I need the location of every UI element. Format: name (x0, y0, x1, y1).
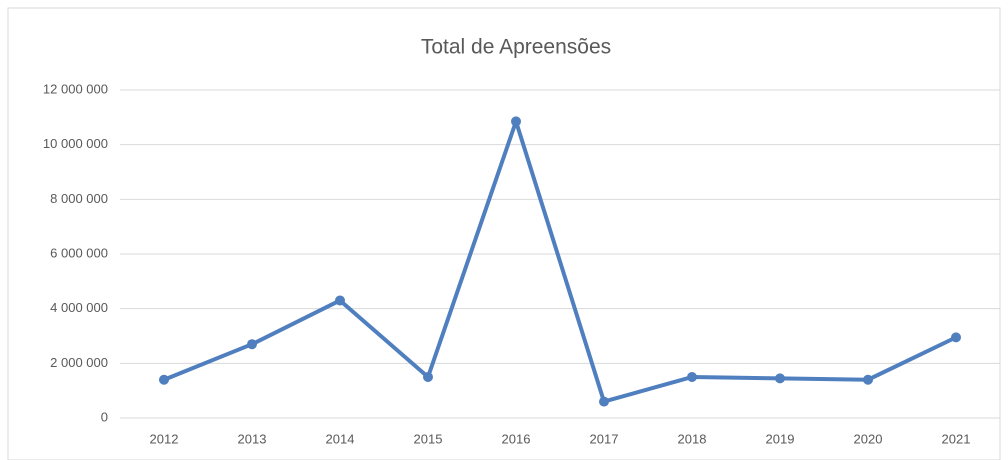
x-tick-label: 2014 (326, 431, 355, 446)
series-line (163, 119, 957, 404)
x-tick-label: 2018 (678, 431, 707, 446)
x-tick-label: 2020 (854, 431, 883, 446)
x-tick-label: 2021 (942, 431, 971, 446)
data-point (335, 295, 345, 306)
data-point (687, 372, 697, 382)
y-tick-label: 10 000 000 (43, 136, 108, 151)
data-point (775, 373, 785, 384)
data-point (159, 374, 169, 385)
data-point (599, 396, 609, 407)
x-tick-label: 2013 (238, 431, 267, 446)
x-tick-label: 2016 (502, 431, 531, 446)
y-tick-label: 2 000 000 (50, 355, 108, 370)
x-tick-label: 2015 (414, 431, 443, 446)
data-point (511, 116, 521, 127)
data-point (863, 374, 873, 385)
y-tick-label: 6 000 000 (50, 245, 108, 260)
x-tick-label: 2012 (150, 431, 179, 446)
chart-title: Total de Apreensões (421, 36, 611, 59)
data-point (247, 339, 257, 350)
x-tick-label: 2019 (766, 431, 795, 446)
y-tick-label: 12 000 000 (43, 81, 108, 96)
data-point (423, 372, 433, 382)
y-tick-label: 8 000 000 (50, 191, 108, 206)
x-tick-label: 2017 (590, 431, 619, 446)
chart-border (7, 7, 1001, 460)
y-tick-label: 0 (101, 409, 108, 424)
y-tick-label: 4 000 000 (50, 300, 108, 315)
data-point (951, 332, 961, 343)
